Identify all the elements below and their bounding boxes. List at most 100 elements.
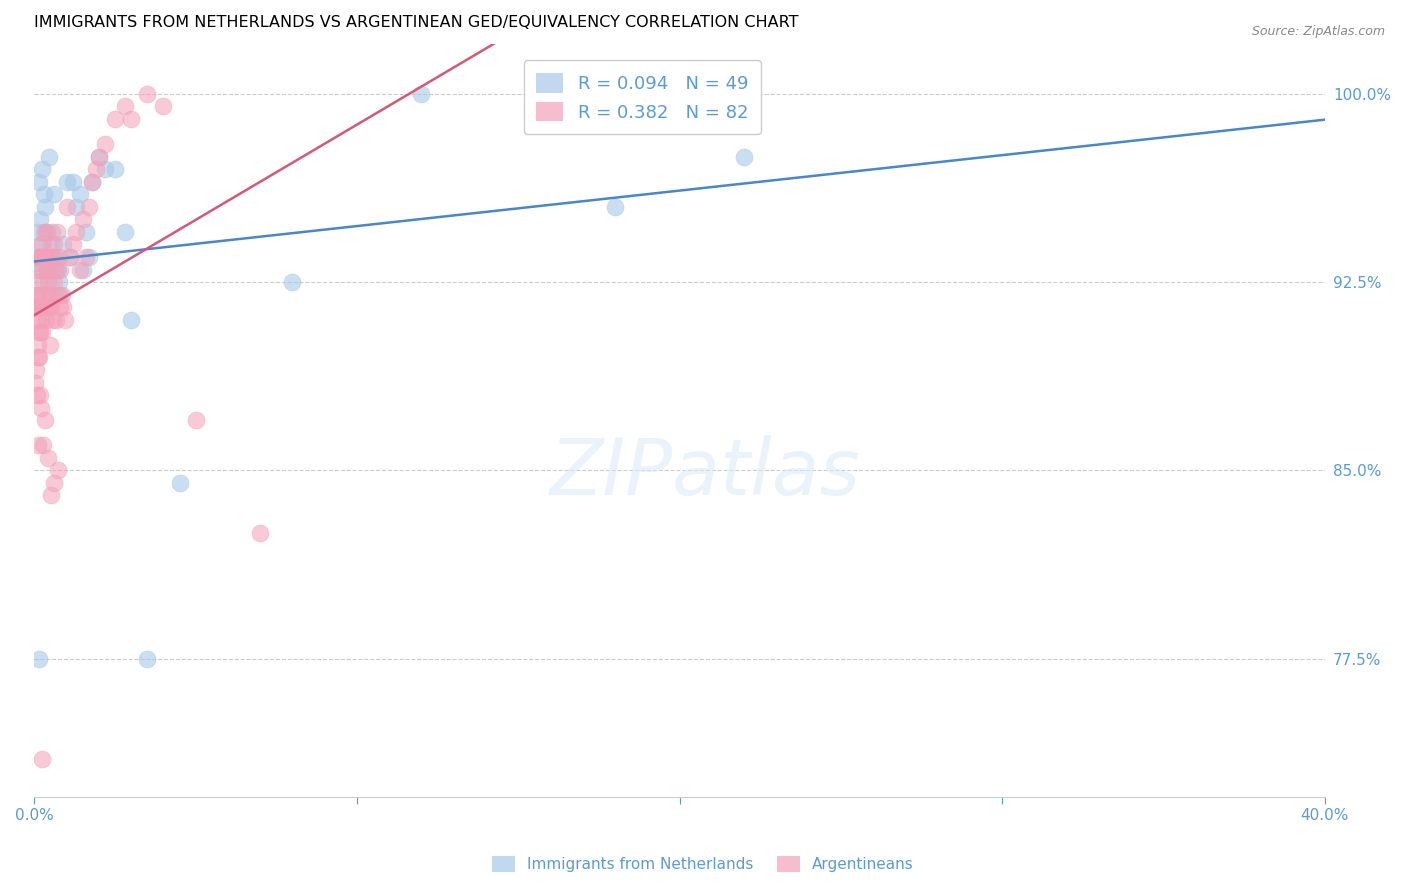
Point xyxy=(25,388,48,402)
Point xyxy=(52,237,75,252)
Point xyxy=(32,262,55,277)
Point xyxy=(65,200,87,214)
Point xyxy=(39,237,62,252)
Point xyxy=(37,225,59,239)
Point xyxy=(34,250,56,264)
Point xyxy=(49,262,72,277)
Point xyxy=(28,250,51,264)
Point xyxy=(39,300,62,314)
Text: ZIPatlas: ZIPatlas xyxy=(550,435,860,511)
Point xyxy=(34,300,56,314)
Point xyxy=(44,262,66,277)
Point xyxy=(27,326,49,340)
Point xyxy=(34,200,56,214)
Point xyxy=(120,312,142,326)
Point xyxy=(72,262,94,277)
Point xyxy=(51,287,73,301)
Point xyxy=(31,162,53,177)
Point xyxy=(46,287,69,301)
Point xyxy=(94,137,117,152)
Point xyxy=(44,475,66,490)
Point xyxy=(28,250,51,264)
Point xyxy=(65,225,87,239)
Point xyxy=(184,413,207,427)
Point xyxy=(38,338,60,352)
Point xyxy=(152,99,174,113)
Point xyxy=(30,250,52,264)
Point xyxy=(136,87,159,101)
Point xyxy=(30,262,52,277)
Point xyxy=(32,438,55,452)
Point xyxy=(45,312,67,326)
Point xyxy=(38,150,60,164)
Point xyxy=(87,150,110,164)
Point xyxy=(44,250,66,264)
Point xyxy=(114,99,136,113)
Point xyxy=(49,287,72,301)
Point xyxy=(24,376,46,390)
Point xyxy=(69,262,91,277)
Point xyxy=(28,351,51,365)
Point xyxy=(48,275,70,289)
Point xyxy=(35,312,58,326)
Point xyxy=(46,262,69,277)
Point xyxy=(30,401,52,415)
Point xyxy=(31,250,53,264)
Point xyxy=(25,300,48,314)
Point xyxy=(59,250,82,264)
Point xyxy=(39,287,62,301)
Point xyxy=(37,450,59,465)
Point xyxy=(28,651,51,665)
Point xyxy=(733,150,755,164)
Point xyxy=(30,237,52,252)
Point xyxy=(38,287,60,301)
Point xyxy=(32,300,55,314)
Point xyxy=(55,175,77,189)
Point xyxy=(37,300,59,314)
Point xyxy=(75,225,97,239)
Text: IMMIGRANTS FROM NETHERLANDS VS ARGENTINEAN GED/EQUIVALENCY CORRELATION CHART: IMMIGRANTS FROM NETHERLANDS VS ARGENTINE… xyxy=(34,15,799,30)
Point xyxy=(27,262,49,277)
Point xyxy=(31,237,53,252)
Point xyxy=(25,300,48,314)
Point xyxy=(46,262,69,277)
Point xyxy=(41,225,63,239)
Point xyxy=(42,187,65,202)
Point xyxy=(53,312,76,326)
Point xyxy=(84,162,107,177)
Point xyxy=(62,237,84,252)
Point xyxy=(35,262,58,277)
Point xyxy=(31,326,53,340)
Point xyxy=(87,150,110,164)
Point xyxy=(42,237,65,252)
Point xyxy=(59,250,82,264)
Point xyxy=(603,200,626,214)
Text: Source: ZipAtlas.com: Source: ZipAtlas.com xyxy=(1251,25,1385,38)
Point xyxy=(82,175,104,189)
Point xyxy=(46,463,69,477)
Point xyxy=(136,651,159,665)
Point xyxy=(30,388,52,402)
Point xyxy=(27,351,49,365)
Point xyxy=(72,212,94,227)
Point xyxy=(34,413,56,427)
Point xyxy=(25,363,48,377)
Point xyxy=(30,287,52,301)
Point xyxy=(62,175,84,189)
Point xyxy=(48,250,70,264)
Point xyxy=(249,526,271,541)
Legend: R = 0.094   N = 49, R = 0.382   N = 82: R = 0.094 N = 49, R = 0.382 N = 82 xyxy=(523,61,761,135)
Point xyxy=(104,162,127,177)
Point xyxy=(120,112,142,126)
Point xyxy=(41,250,63,264)
Point xyxy=(27,438,49,452)
Point xyxy=(44,275,66,289)
Point xyxy=(31,752,53,766)
Point xyxy=(27,225,49,239)
Point xyxy=(37,275,59,289)
Point xyxy=(34,250,56,264)
Point xyxy=(27,250,49,264)
Point xyxy=(94,162,117,177)
Point xyxy=(34,225,56,239)
Point xyxy=(77,200,100,214)
